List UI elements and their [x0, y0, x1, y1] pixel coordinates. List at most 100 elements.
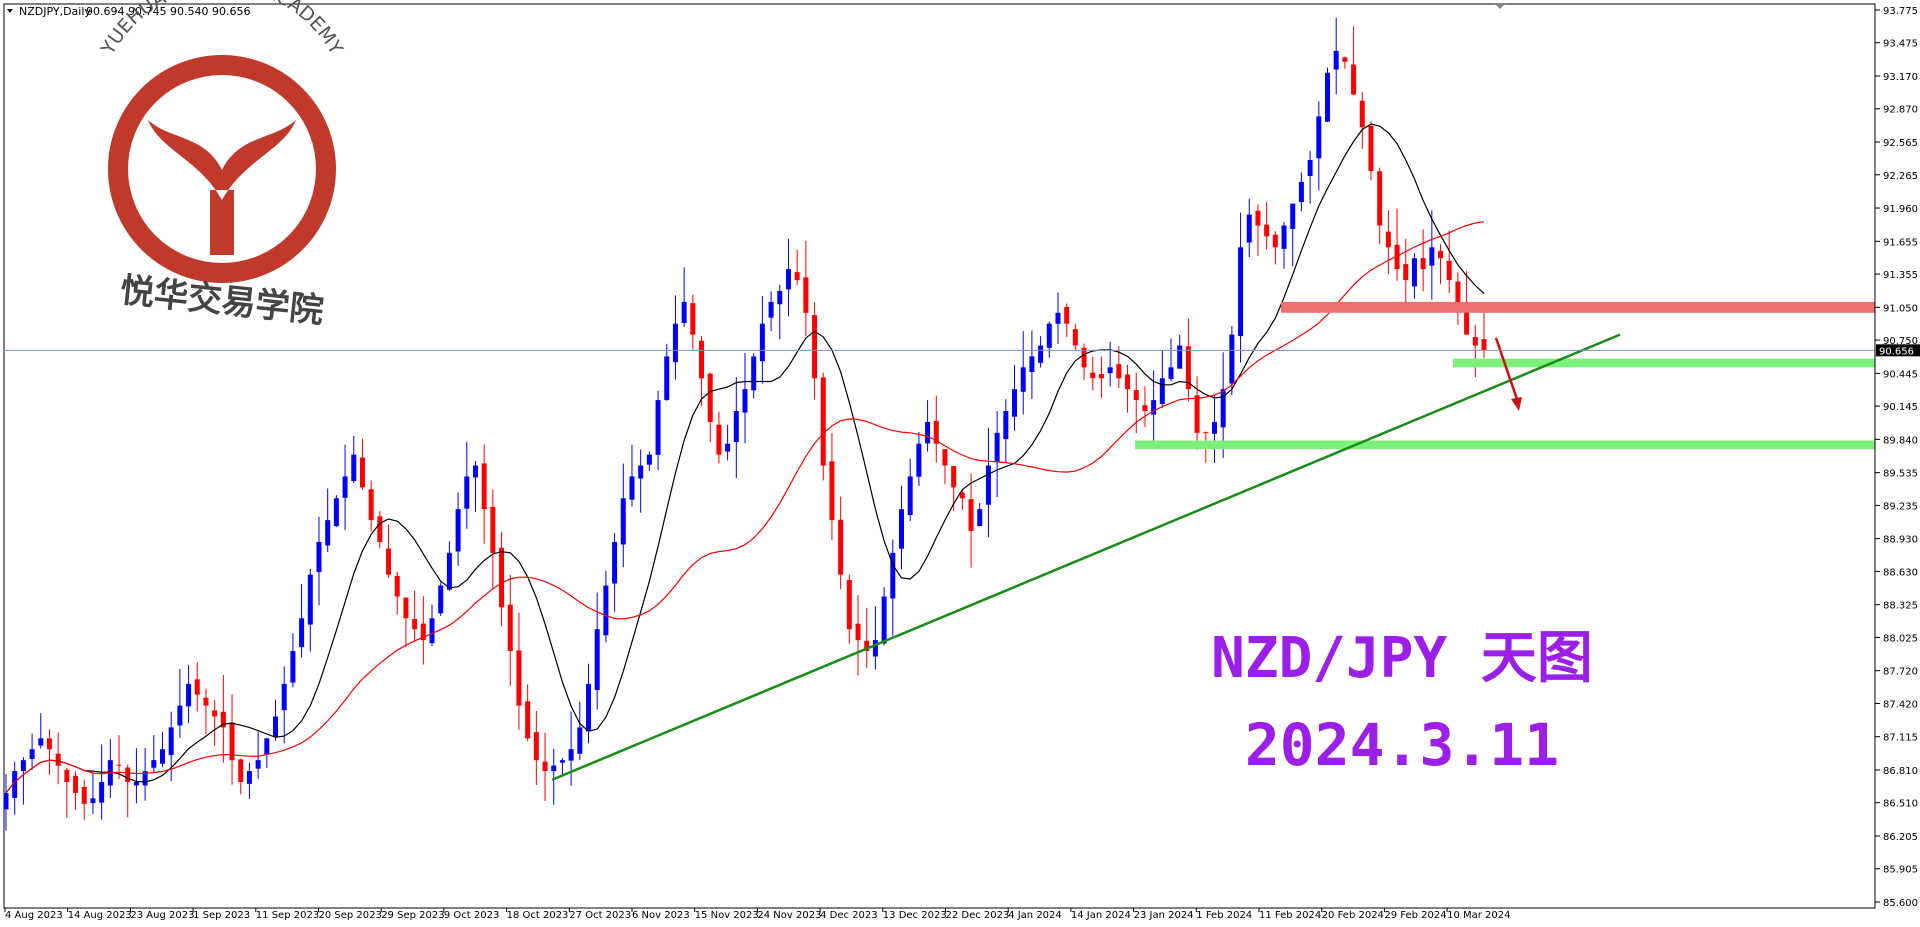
- candle-body: [142, 771, 148, 786]
- candle-body: [1238, 247, 1244, 337]
- candle-body: [1368, 125, 1374, 171]
- candle-body: [359, 457, 365, 488]
- candle-body: [681, 301, 687, 324]
- candle-body: [264, 738, 270, 755]
- candle-body: [1333, 50, 1339, 70]
- candle-body: [46, 738, 52, 750]
- candle-body: [655, 400, 661, 455]
- candle-body: [1203, 432, 1209, 434]
- y-tick-label: 93.170: [1883, 72, 1918, 83]
- x-tick-label: 24 Nov 2023: [757, 910, 821, 921]
- candle-body: [325, 520, 331, 546]
- candle-body: [1072, 329, 1078, 346]
- x-tick-label: 9 Oct 2023: [444, 910, 499, 921]
- candle-body: [551, 765, 557, 772]
- y-tick-label: 90.145: [1883, 402, 1918, 413]
- candle-body: [603, 585, 609, 636]
- candle-body: [533, 732, 539, 761]
- x-tick-label: 23 Jan 2024: [1134, 910, 1194, 921]
- candle-body: [568, 749, 574, 761]
- candle-body: [238, 759, 244, 782]
- candle-body: [420, 623, 426, 641]
- candle-body: [1107, 367, 1113, 374]
- candle-body: [1159, 378, 1165, 404]
- chart-shift-icon[interactable]: [1495, 4, 1505, 9]
- x-tick-label: 13 Dec 2023: [883, 910, 947, 921]
- candle-body: [446, 552, 452, 590]
- y-tick-label: 89.535: [1883, 469, 1918, 480]
- candle-body: [1029, 356, 1035, 373]
- current-price-tag: 90.656: [1876, 344, 1920, 357]
- candle-body: [499, 547, 505, 608]
- candle-body: [1481, 339, 1487, 351]
- annotation-date: 2024.3.11: [1245, 711, 1559, 779]
- x-tick-label: 1 Feb 2024: [1196, 910, 1252, 921]
- candle-body: [194, 679, 200, 695]
- candle-body: [638, 465, 644, 479]
- y-tick-label: 91.355: [1883, 270, 1918, 281]
- y-tick-label: 85.905: [1883, 865, 1918, 876]
- candle-body: [472, 465, 478, 478]
- x-tick-label: 6 Nov 2023: [632, 910, 690, 921]
- current-price-tag-bg: [1876, 344, 1920, 357]
- y-tick-label: 89.840: [1883, 435, 1918, 446]
- header-collapse-icon[interactable]: [7, 9, 13, 13]
- candle-body: [942, 449, 948, 466]
- candle-body: [612, 541, 618, 584]
- candle-body: [1455, 281, 1461, 313]
- candle-body: [951, 466, 957, 488]
- ohlc-label: 90.694 90.745 90.540 90.656: [86, 5, 250, 18]
- candle-body: [794, 272, 800, 281]
- x-tick-label: 11 Sep 2023: [256, 910, 319, 921]
- candle-body: [759, 323, 765, 362]
- candle-body: [73, 775, 79, 793]
- candle-body: [672, 323, 678, 363]
- candle-body: [933, 420, 939, 444]
- candle-body: [1446, 260, 1452, 281]
- candle-body: [1177, 345, 1183, 369]
- candle-body: [812, 314, 818, 379]
- candle-body: [290, 651, 296, 683]
- candle-body: [1298, 181, 1304, 203]
- candle-body: [203, 697, 209, 706]
- y-tick-label: 86.810: [1883, 766, 1918, 777]
- candle-body: [542, 761, 548, 772]
- candle-body: [516, 650, 522, 706]
- y-tick-label: 93.475: [1883, 39, 1918, 50]
- candle-body: [742, 389, 748, 413]
- y-tick-label: 86.205: [1883, 832, 1918, 843]
- candles-layer: [3, 17, 1487, 831]
- candle-body: [916, 443, 922, 477]
- candle-body: [377, 516, 383, 542]
- candle-body: [1411, 258, 1417, 287]
- candle-body: [559, 760, 565, 763]
- candle-body: [855, 623, 861, 641]
- candle-body: [220, 711, 226, 728]
- candle-body: [725, 443, 731, 452]
- candle-body: [1385, 231, 1391, 248]
- candle-body: [690, 303, 696, 335]
- candle-body: [342, 476, 348, 498]
- candle-body: [968, 499, 974, 532]
- candle-body: [1038, 345, 1044, 363]
- x-tick-label: 29 Sep 2023: [381, 910, 444, 921]
- candle-body: [3, 792, 9, 810]
- candle-body: [159, 749, 165, 764]
- y-tick-label: 88.325: [1883, 601, 1918, 612]
- candle-body: [464, 476, 470, 509]
- candle-body: [1012, 389, 1018, 417]
- candle-body: [1342, 57, 1348, 62]
- candle-body: [1133, 390, 1139, 401]
- candle-body: [864, 640, 870, 652]
- candle-body: [1359, 100, 1365, 128]
- logo-emblem-icon: [148, 120, 296, 255]
- x-tick-label: 11 Feb 2024: [1259, 910, 1321, 921]
- candle-body: [20, 760, 26, 771]
- candle-body: [1125, 374, 1131, 390]
- projection-arrow-head: [1511, 396, 1522, 411]
- candle-body: [403, 597, 409, 619]
- x-tick-label: 18 Oct 2023: [507, 910, 569, 921]
- y-tick-label: 89.235: [1883, 501, 1918, 512]
- candle-body: [125, 767, 131, 782]
